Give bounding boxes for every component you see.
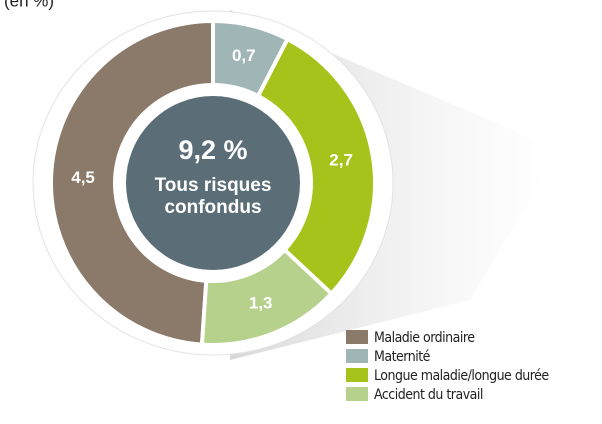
legend-label: Accident du travail xyxy=(374,387,483,403)
value-label: 0,7 xyxy=(232,46,256,65)
legend-label: Maladie ordinaire xyxy=(374,330,475,346)
center-value: 9,2 % xyxy=(178,135,247,165)
value-label: 1,3 xyxy=(249,293,273,312)
legend-label: Maternité xyxy=(374,349,431,365)
value-label: 2,7 xyxy=(329,150,353,169)
subtitle: (en %) xyxy=(4,0,54,10)
center-disc xyxy=(126,96,300,270)
legend-label: Longue maladie/longue durée xyxy=(374,368,549,384)
legend-swatch xyxy=(346,330,368,344)
center-label: Tous risques xyxy=(155,175,272,196)
legend-swatch xyxy=(346,387,368,401)
legend: Maladie ordinaire Maternité Longue maladie… xyxy=(346,330,550,403)
legend-swatch xyxy=(346,368,368,382)
center-label: confondus xyxy=(164,197,261,218)
legend-swatch xyxy=(346,349,368,363)
value-label: 4,5 xyxy=(71,168,95,187)
